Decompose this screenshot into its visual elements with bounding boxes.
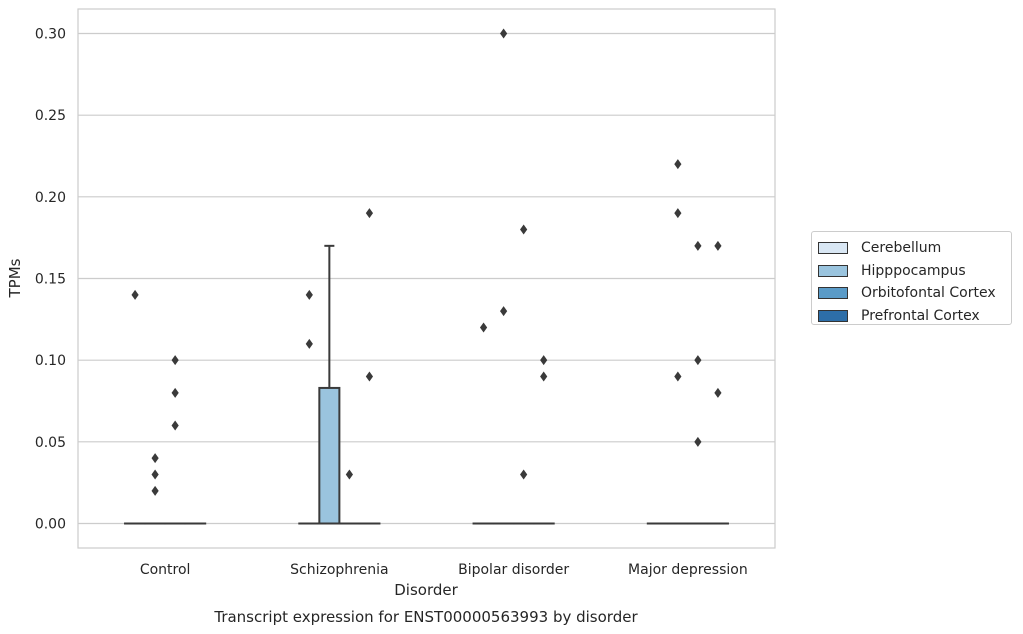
x-tick-label: Control bbox=[140, 562, 191, 578]
outlier-point bbox=[520, 469, 528, 480]
y-tick-label: 0.00 bbox=[35, 517, 66, 533]
outlier-point bbox=[674, 371, 682, 382]
legend-item: Prefrontal Cortex bbox=[818, 305, 1011, 328]
outlier-point bbox=[500, 28, 508, 39]
outlier-point bbox=[540, 371, 548, 382]
legend-swatch bbox=[818, 264, 848, 277]
outlier-point bbox=[305, 338, 313, 349]
outlier-markers bbox=[131, 28, 722, 496]
outlier-point bbox=[500, 306, 508, 317]
outlier-point bbox=[151, 453, 159, 464]
legend-item: Orbitofontal Cortex bbox=[818, 282, 1011, 305]
legend-swatch bbox=[818, 287, 848, 300]
outlier-point bbox=[540, 355, 548, 366]
outlier-point bbox=[714, 387, 722, 398]
y-tick-label: 0.20 bbox=[35, 190, 66, 206]
outlier-point bbox=[520, 224, 528, 235]
box-body bbox=[318, 386, 341, 525]
y-tick-labels: 0.00 0.05 0.10 0.15 0.20 0.25 0.30 bbox=[35, 27, 66, 533]
outlier-point bbox=[171, 387, 179, 398]
outlier-point bbox=[345, 469, 353, 480]
outlier-point bbox=[365, 371, 374, 382]
y-tick-label: 0.05 bbox=[35, 435, 66, 451]
outlier-point bbox=[131, 289, 139, 300]
box-plot-box bbox=[318, 244, 341, 525]
legend-label: Cerebellum bbox=[861, 240, 942, 257]
outlier-point bbox=[479, 322, 488, 333]
legend-item: Cerebellum bbox=[818, 237, 1011, 260]
x-tick-label: Major depression bbox=[628, 562, 748, 578]
y-tick-label: 0.15 bbox=[35, 272, 66, 288]
y-tick-label: 0.30 bbox=[35, 27, 66, 43]
y-tick-label: 0.25 bbox=[35, 108, 66, 124]
legend-item: Hipppocampus bbox=[818, 260, 1011, 283]
x-tick-label: Schizophrenia bbox=[290, 562, 388, 578]
outlier-point bbox=[151, 469, 159, 480]
outlier-point bbox=[305, 289, 313, 300]
box-plot-boxes bbox=[124, 244, 729, 525]
y-axis-title: TPMs bbox=[6, 258, 24, 298]
legend-swatch bbox=[818, 309, 848, 322]
outlier-point bbox=[365, 208, 374, 219]
outlier-point bbox=[171, 355, 179, 366]
chart-title: Transcript expression for ENST0000056399… bbox=[213, 608, 638, 626]
outlier-point bbox=[151, 485, 159, 496]
outlier-point bbox=[694, 436, 702, 447]
legend-label: Hipppocampus bbox=[861, 262, 966, 279]
legend: Cerebellum Hipppocampus Orbitofontal Corte… bbox=[811, 231, 1012, 325]
outlier-point bbox=[694, 355, 702, 366]
x-tick-labels: Control Schizophrenia Bipolar disorder Majo… bbox=[140, 562, 748, 578]
x-axis-title: Disorder bbox=[394, 581, 458, 599]
legend-swatch bbox=[818, 242, 848, 255]
legend-label: Prefrontal Cortex bbox=[861, 307, 980, 324]
plot-area-frame bbox=[77, 8, 776, 549]
outlier-point bbox=[694, 240, 702, 251]
y-tick-label: 0.10 bbox=[35, 353, 66, 369]
legend-label: Orbitofontal Cortex bbox=[861, 285, 996, 302]
y-gridlines bbox=[78, 32, 775, 525]
outlier-point bbox=[674, 208, 682, 219]
outlier-point bbox=[714, 240, 722, 251]
x-tick-label: Bipolar disorder bbox=[458, 562, 569, 578]
outlier-point bbox=[674, 159, 682, 170]
outlier-point bbox=[171, 420, 179, 431]
